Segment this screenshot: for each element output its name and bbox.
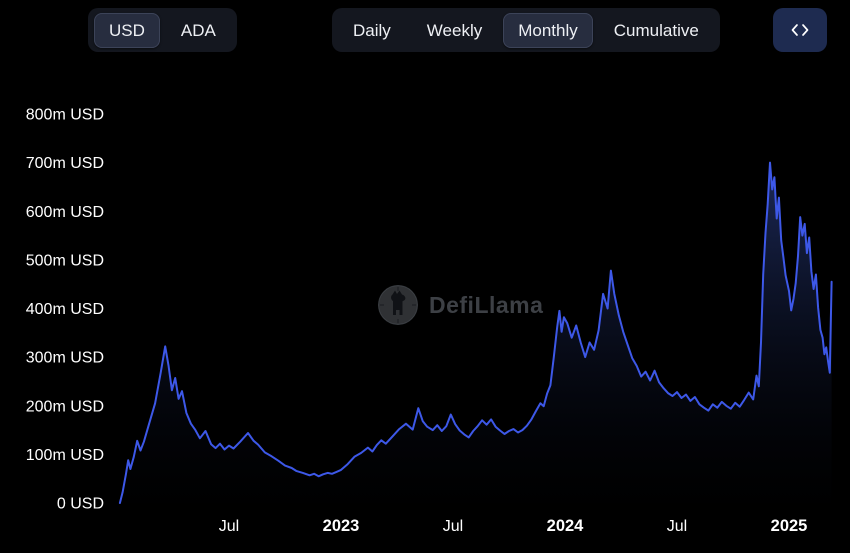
y-axis-label: 0 USD [57, 496, 104, 513]
interval-toggle-group: Daily Weekly Monthly Cumulative [332, 8, 720, 52]
interval-option-daily[interactable]: Daily [338, 13, 406, 48]
currency-option-usd[interactable]: USD [94, 12, 160, 48]
expand-chart-button[interactable] [773, 8, 827, 52]
x-axis-label: Jul [219, 518, 239, 535]
chart-toolbar: USD ADA Daily Weekly Monthly Cumulative [0, 8, 850, 52]
x-axis-label: Jul [443, 518, 463, 535]
volume-line [118, 161, 833, 504]
y-axis-label: 800m USD [26, 107, 104, 124]
y-axis-label: 500m USD [26, 252, 104, 269]
code-brackets-icon [791, 24, 809, 36]
y-axis-label: 300m USD [26, 350, 104, 367]
interval-option-weekly[interactable]: Weekly [412, 13, 497, 48]
y-axis-label: 100m USD [26, 447, 104, 464]
x-axis-label: Jul [667, 518, 687, 535]
y-axis-label: 200m USD [26, 398, 104, 415]
x-axis-label: 2023 [323, 517, 360, 535]
y-axis-label: 600m USD [26, 204, 104, 221]
defillama-logo-icon [378, 285, 418, 325]
defillama-watermark: DefiLlama [377, 284, 543, 326]
volume-area-fill [119, 162, 832, 503]
interval-option-monthly[interactable]: Monthly [503, 12, 593, 48]
y-axis-label: 700m USD [26, 155, 104, 172]
x-axis-label: 2025 [771, 517, 808, 535]
y-axis-label: 400m USD [26, 301, 104, 318]
interval-option-cumulative[interactable]: Cumulative [599, 13, 714, 48]
currency-option-ada[interactable]: ADA [166, 13, 231, 48]
watermark-text: DefiLlama [429, 291, 544, 318]
x-axis-label: 2024 [547, 517, 585, 535]
currency-toggle-group: USD ADA [88, 8, 237, 52]
